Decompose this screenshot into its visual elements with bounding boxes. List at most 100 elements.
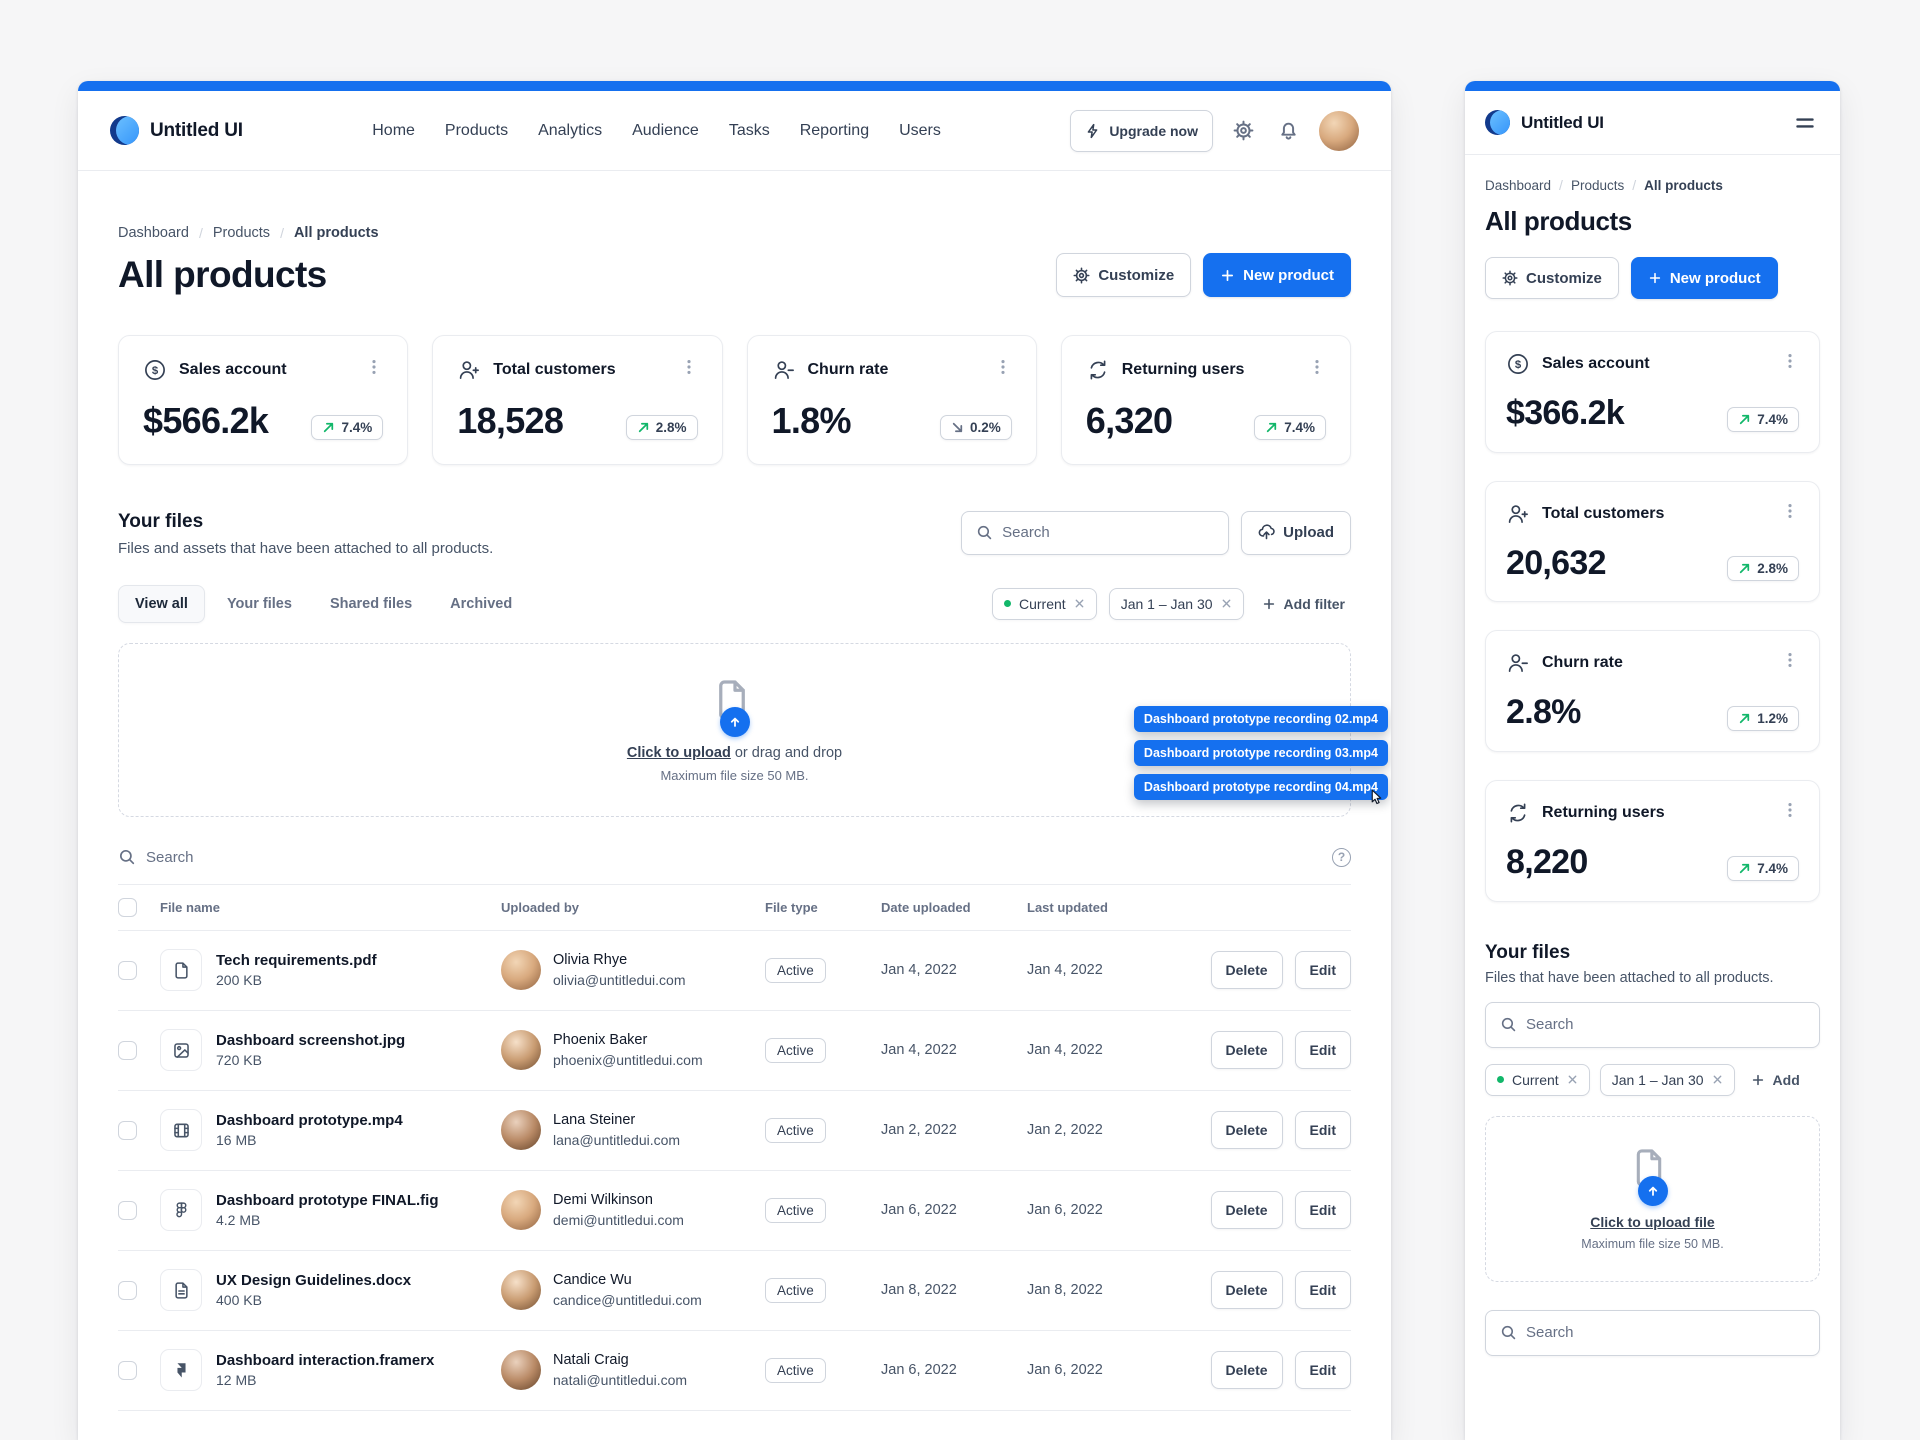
- file-size: 12 MB: [216, 1371, 257, 1388]
- click-to-upload-link[interactable]: Click to upload: [626, 744, 731, 761]
- last-updated: Jan 2, 2022: [1027, 1122, 1103, 1139]
- cursor-icon: [1368, 788, 1385, 810]
- row-checkbox[interactable]: [118, 960, 137, 980]
- user-avatar[interactable]: [1318, 110, 1359, 151]
- customize-button[interactable]: Customize: [1056, 253, 1192, 297]
- add-filter-button[interactable]: Add: [1745, 1072, 1806, 1088]
- breadcrumb-separator: [1559, 177, 1563, 193]
- filter-chip-date[interactable]: Jan 1 – Jan 30: [1108, 587, 1244, 620]
- nav-item-products[interactable]: Products: [444, 121, 509, 139]
- header-actions: Upgrade now: [1070, 109, 1359, 152]
- upload-dropzone[interactable]: Click to upload or drag and drop Maximum…: [118, 642, 1388, 817]
- settings-icon[interactable]: [1229, 116, 1258, 145]
- breadcrumb-dashboard[interactable]: Dashboard: [118, 225, 189, 241]
- files-search[interactable]: [1485, 1001, 1820, 1048]
- file-size: 16 MB: [216, 1131, 257, 1148]
- nav-item-audience[interactable]: Audience: [632, 121, 699, 139]
- metric-card-sales: $ Sales account $366.2k 7.4%: [1485, 331, 1820, 453]
- close-icon[interactable]: [1074, 598, 1085, 609]
- metric-card-customers: Total customers 20,632 2.8%: [1485, 480, 1820, 603]
- tab-view-all[interactable]: View all: [118, 584, 205, 623]
- nav-item-analytics[interactable]: Analytics: [538, 121, 603, 139]
- table-search-input[interactable]: [146, 848, 1322, 866]
- add-filter-button[interactable]: Add filter: [1256, 596, 1351, 612]
- select-all-checkbox[interactable]: [118, 897, 137, 917]
- dots-menu-icon[interactable]: [1781, 651, 1799, 674]
- drag-file-pill[interactable]: Dashboard prototype recording 02.mp4: [1133, 705, 1388, 732]
- menu-icon[interactable]: [1790, 108, 1820, 138]
- uploader-email: demi@untitledui.com: [553, 1211, 684, 1228]
- breadcrumb-dashboard[interactable]: Dashboard: [1485, 177, 1552, 193]
- files-search[interactable]: [961, 510, 1230, 555]
- edit-button[interactable]: Edit: [1294, 1031, 1351, 1070]
- search-input[interactable]: [1002, 524, 1215, 542]
- delete-button[interactable]: Delete: [1210, 1271, 1283, 1310]
- desktop-content: Dashboard Products All products All prod…: [78, 225, 1391, 1411]
- nav-item-users[interactable]: Users: [899, 121, 941, 139]
- row-checkbox[interactable]: [118, 1120, 137, 1140]
- filter-chip-current[interactable]: Current: [1485, 1063, 1590, 1096]
- tab-archived[interactable]: Archived: [450, 595, 513, 612]
- logo[interactable]: Untitled UI: [110, 116, 243, 145]
- drag-file-pill[interactable]: Dashboard prototype recording 03.mp4: [1133, 739, 1388, 766]
- dots-menu-icon[interactable]: [1781, 352, 1799, 375]
- bottom-search[interactable]: [1485, 1309, 1820, 1356]
- new-product-button[interactable]: New product: [1630, 257, 1778, 299]
- row-checkbox[interactable]: [118, 1280, 137, 1300]
- delete-button[interactable]: Delete: [1210, 1351, 1283, 1390]
- breadcrumb-products[interactable]: Products: [1570, 177, 1625, 193]
- uploader-name: Demi Wilkinson: [553, 1192, 653, 1209]
- upgrade-button[interactable]: Upgrade now: [1070, 109, 1213, 152]
- customize-button[interactable]: Customize: [1485, 257, 1619, 299]
- logo[interactable]: Untitled UI: [1485, 110, 1604, 135]
- click-to-upload-link[interactable]: Click to upload file: [1590, 1214, 1715, 1231]
- trend-up-icon: [638, 422, 648, 432]
- filter-chip-current[interactable]: Current: [992, 587, 1097, 620]
- edit-button[interactable]: Edit: [1294, 951, 1351, 990]
- close-icon[interactable]: [1221, 598, 1232, 609]
- filter-chips: Current Jan 1 – Jan 30 Add: [1485, 1063, 1820, 1096]
- new-product-button[interactable]: New product: [1203, 253, 1351, 297]
- file-name: UX Design Guidelines.docx: [216, 1271, 412, 1289]
- drag-file-pill[interactable]: Dashboard prototype recording 04.mp4: [1133, 773, 1388, 800]
- upload-dropzone[interactable]: Click to upload file Maximum file size 5…: [1485, 1115, 1820, 1282]
- svg-text:$: $: [1515, 359, 1522, 371]
- plus-icon: [1222, 269, 1234, 281]
- nav-item-home[interactable]: Home: [372, 121, 415, 139]
- close-icon[interactable]: [1712, 1074, 1723, 1085]
- edit-button[interactable]: Edit: [1294, 1111, 1351, 1150]
- dots-menu-icon[interactable]: [994, 358, 1012, 381]
- nav-item-reporting[interactable]: Reporting: [799, 121, 870, 139]
- delete-button[interactable]: Delete: [1210, 951, 1283, 990]
- status-badge: Active: [765, 1277, 826, 1303]
- search-input[interactable]: [1526, 1016, 1805, 1034]
- row-checkbox[interactable]: [118, 1040, 137, 1060]
- tab-shared-files[interactable]: Shared files: [329, 595, 413, 612]
- column-header-file-type: File type: [765, 899, 818, 915]
- metric-card-churn: Churn rate 2.8% 1.2%: [1485, 630, 1820, 753]
- nav-item-tasks[interactable]: Tasks: [728, 121, 770, 139]
- dots-menu-icon[interactable]: [680, 358, 698, 381]
- notifications-icon[interactable]: [1274, 116, 1303, 145]
- delete-button[interactable]: Delete: [1210, 1111, 1283, 1150]
- edit-button[interactable]: Edit: [1294, 1271, 1351, 1310]
- help-icon[interactable]: [1332, 847, 1351, 867]
- row-checkbox[interactable]: [118, 1200, 137, 1220]
- breadcrumb-products[interactable]: Products: [212, 225, 271, 241]
- row-checkbox[interactable]: [118, 1360, 137, 1380]
- close-icon[interactable]: [1567, 1074, 1578, 1085]
- dots-menu-icon[interactable]: [365, 358, 383, 381]
- dots-menu-icon[interactable]: [1308, 358, 1326, 381]
- upload-button[interactable]: Upload: [1241, 510, 1351, 555]
- dots-menu-icon[interactable]: [1781, 801, 1799, 824]
- filter-chip-date[interactable]: Jan 1 – Jan 30: [1599, 1063, 1735, 1096]
- status-dot: [1497, 1076, 1504, 1084]
- edit-button[interactable]: Edit: [1294, 1191, 1351, 1230]
- delete-button[interactable]: Delete: [1210, 1031, 1283, 1070]
- tab-your-files[interactable]: Your files: [226, 595, 292, 612]
- delete-button[interactable]: Delete: [1210, 1191, 1283, 1230]
- search-input[interactable]: [1526, 1324, 1805, 1342]
- edit-button[interactable]: Edit: [1294, 1351, 1351, 1390]
- file-name: Dashboard interaction.framerx: [216, 1351, 435, 1369]
- dots-menu-icon[interactable]: [1781, 502, 1799, 525]
